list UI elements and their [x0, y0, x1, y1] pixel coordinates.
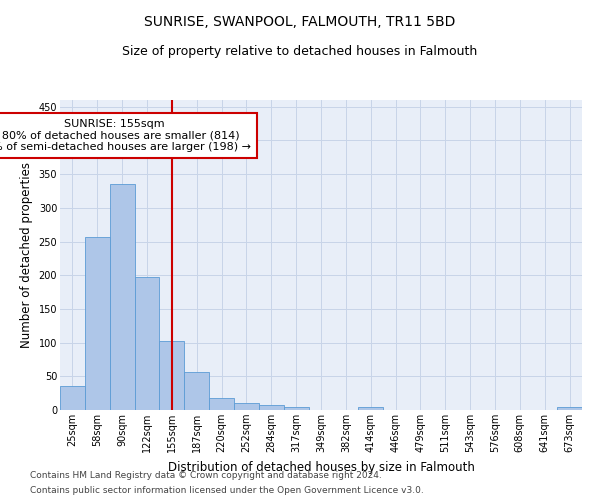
Bar: [110, 184, 134, 410]
Bar: [134, 277, 160, 410]
Bar: [184, 372, 209, 410]
Text: SUNRISE: 155sqm
← 80% of detached houses are smaller (814)
20% of semi-detached : SUNRISE: 155sqm ← 80% of detached houses…: [0, 119, 251, 152]
Text: Contains public sector information licensed under the Open Government Licence v3: Contains public sector information licen…: [30, 486, 424, 495]
Bar: [234, 404, 259, 410]
Y-axis label: Number of detached properties: Number of detached properties: [20, 162, 33, 348]
Bar: [160, 340, 184, 410]
Bar: [358, 408, 383, 410]
Bar: [259, 406, 284, 410]
X-axis label: Distribution of detached houses by size in Falmouth: Distribution of detached houses by size …: [167, 460, 475, 473]
Bar: [284, 406, 308, 410]
Bar: [209, 398, 234, 410]
Text: Contains HM Land Registry data © Crown copyright and database right 2024.: Contains HM Land Registry data © Crown c…: [30, 471, 382, 480]
Text: Size of property relative to detached houses in Falmouth: Size of property relative to detached ho…: [122, 45, 478, 58]
Bar: [85, 238, 110, 410]
Bar: [60, 386, 85, 410]
Bar: [557, 408, 582, 410]
Text: SUNRISE, SWANPOOL, FALMOUTH, TR11 5BD: SUNRISE, SWANPOOL, FALMOUTH, TR11 5BD: [145, 15, 455, 29]
